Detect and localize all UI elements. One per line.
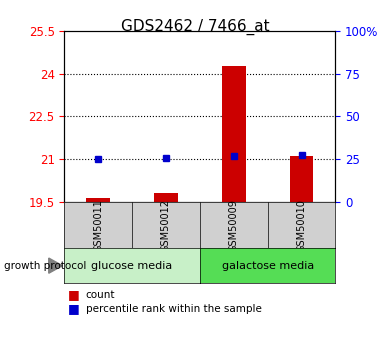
Text: glucose media: glucose media <box>92 261 173 270</box>
Text: growth protocol: growth protocol <box>4 261 86 270</box>
Bar <box>290 156 314 202</box>
Text: GSM50011: GSM50011 <box>93 199 103 252</box>
Text: GSM50012: GSM50012 <box>161 199 171 252</box>
Text: GDS2462 / 7466_at: GDS2462 / 7466_at <box>121 19 269 35</box>
Text: ■: ■ <box>68 288 80 302</box>
Text: count: count <box>86 290 115 300</box>
Text: ■: ■ <box>68 302 80 315</box>
Text: percentile rank within the sample: percentile rank within the sample <box>86 304 262 314</box>
Bar <box>154 193 178 202</box>
Bar <box>86 198 110 202</box>
Bar <box>222 66 246 202</box>
Text: GSM50010: GSM50010 <box>296 199 307 252</box>
Text: galactose media: galactose media <box>222 261 314 270</box>
Text: GSM50009: GSM50009 <box>229 199 239 252</box>
